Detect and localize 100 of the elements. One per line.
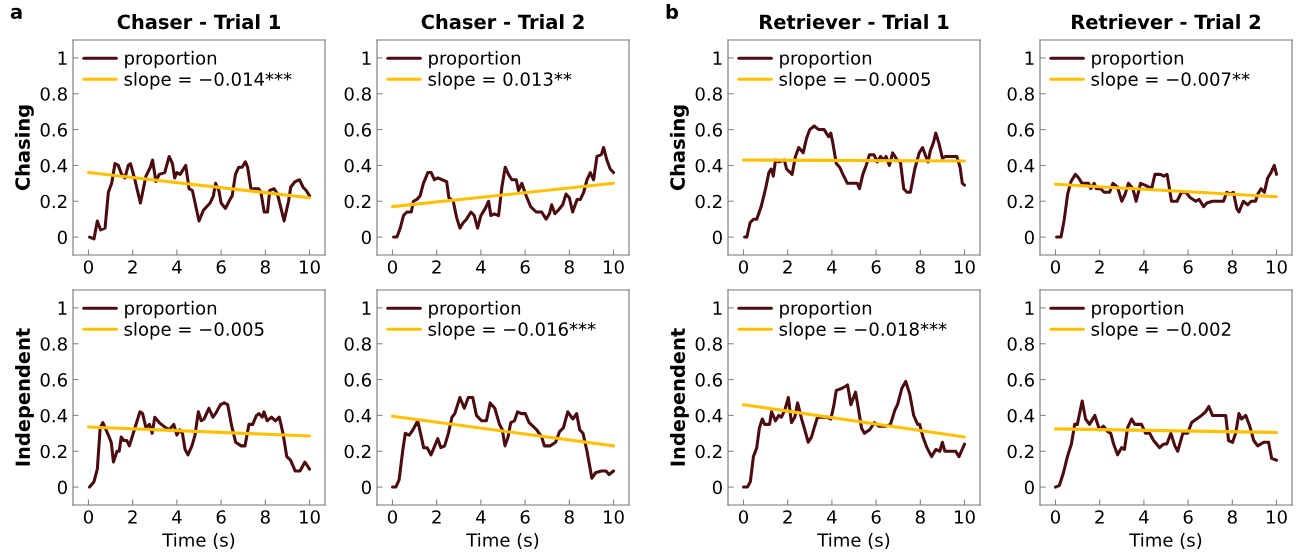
y-tick-label: 0.2 (695, 444, 722, 459)
x-tick-label: 6 (871, 260, 881, 274)
y-tick-label: 0.8 (40, 337, 67, 351)
x-tick-label: 10 (300, 510, 320, 524)
x-tick-label: 8 (1227, 510, 1237, 524)
y-tick-label: 0.6 (40, 123, 67, 137)
chart-title: Retriever - Trial 2 (1072, 14, 1261, 30)
x-tick-label: 10 (955, 260, 975, 274)
legend-label: proportion (780, 300, 872, 319)
legend-label: slope = −0.005 (124, 321, 264, 340)
y-tick-label: 0.4 (1007, 158, 1035, 173)
x-tick-label: 8 (915, 260, 925, 274)
x-tick-label: 8 (915, 510, 925, 524)
y-tick-label: 1 (362, 301, 371, 315)
x-tick-label: 6 (520, 260, 530, 274)
y-tick-label: 0.8 (40, 87, 67, 101)
x-tick-label: 0 (83, 260, 94, 274)
x-tick-label: 2 (1095, 260, 1104, 274)
legend-label: proportion (429, 300, 521, 319)
x-tick-label: 2 (783, 260, 792, 274)
x-axis-title: Time (s) (817, 532, 890, 549)
y-tick-label: 0.6 (344, 373, 371, 387)
y-tick-label: 0 (712, 480, 722, 495)
x-tick-label: 4 (1139, 510, 1149, 524)
y-tick-label: 0.4 (695, 158, 723, 173)
y-tick-label: 0.8 (1007, 337, 1034, 351)
y-tick-label: 0.2 (1007, 444, 1034, 459)
x-tick-label: 4 (827, 510, 837, 524)
chart-title: Retriever - Trial 1 (760, 14, 949, 30)
x-tick-label: 0 (1050, 510, 1061, 524)
line-series (741, 379, 967, 489)
y-tick-label: 1 (58, 301, 67, 315)
x-tick-label: 4 (172, 510, 182, 524)
x-tick-label: 6 (216, 510, 226, 524)
x-tick-label: 0 (387, 510, 398, 524)
legend-label: slope = −0.014*** (124, 71, 292, 90)
y-tick-label: 0.8 (695, 337, 722, 351)
y-tick-label: 0 (1024, 230, 1034, 245)
x-axis-title: Time (s) (466, 532, 539, 549)
x-tick-label: 2 (783, 510, 792, 524)
legend-label: proportion (1092, 300, 1184, 319)
x-tick-label: 2 (128, 260, 137, 274)
chart-title: Chaser - Trial 1 (117, 14, 280, 30)
x-tick-label: 4 (476, 260, 486, 274)
x-tick-label: 2 (1095, 510, 1104, 524)
y-axis-title: Chasing (669, 105, 689, 191)
x-tick-label: 10 (300, 260, 320, 274)
y-tick-label: 0.6 (344, 123, 371, 137)
x-tick-label: 0 (387, 260, 398, 274)
legend-label: slope = −0.0005 (779, 71, 930, 90)
y-tick-label: 0.4 (344, 408, 372, 423)
legend-label: slope = −0.002 (1091, 321, 1231, 340)
y-tick-label: 0.8 (1007, 87, 1034, 101)
x-tick-label: 6 (1183, 260, 1193, 274)
y-tick-label: 0.8 (344, 87, 371, 101)
y-tick-label: 0.4 (40, 408, 68, 423)
y-tick-label: 0.4 (344, 158, 372, 173)
x-tick-label: 8 (564, 510, 574, 524)
line-series (392, 145, 616, 239)
line-series (1053, 399, 1279, 489)
x-axis-title: Time (s) (162, 532, 235, 549)
y-tick-label: 0.2 (1007, 194, 1034, 209)
y-tick-label: 0.8 (344, 337, 371, 351)
line-series (88, 154, 312, 241)
y-axis-title: Chasing (14, 105, 34, 191)
chart-title: Chaser - Trial 2 (421, 14, 584, 30)
x-tick-label: 10 (604, 260, 624, 274)
x-tick-label: 6 (871, 510, 881, 524)
legend-label: proportion (1092, 50, 1184, 69)
legend-label: proportion (780, 50, 872, 69)
x-tick-label: 4 (476, 510, 486, 524)
x-tick-label: 4 (827, 260, 837, 274)
legend-label: proportion (125, 300, 217, 319)
x-tick-label: 8 (260, 260, 270, 274)
x-tick-label: 6 (216, 260, 226, 274)
y-tick-label: 0.4 (1007, 408, 1035, 423)
text: a (10, 7, 22, 20)
y-tick-label: 0 (361, 230, 371, 245)
y-tick-label: 0.6 (40, 373, 67, 387)
x-tick-label: 4 (1139, 260, 1149, 274)
line-series (743, 124, 967, 239)
y-tick-label: 1 (362, 51, 371, 65)
y-tick-label: 0.2 (344, 194, 371, 209)
y-tick-label: 0 (361, 480, 371, 495)
x-tick-label: 2 (432, 510, 441, 524)
legend-label: proportion (429, 50, 521, 69)
x-tick-label: 0 (738, 260, 749, 274)
legend-label: slope = −0.016*** (428, 321, 596, 340)
x-tick-label: 10 (604, 510, 624, 524)
y-tick-label: 0.8 (695, 87, 722, 101)
y-tick-label: 0.6 (695, 373, 722, 387)
y-tick-label: 1 (1025, 301, 1034, 315)
y-axis-title: Independent (670, 328, 689, 466)
x-axis-title: Time (s) (1129, 532, 1202, 549)
y-tick-label: 0 (1024, 480, 1034, 495)
y-tick-label: 1 (713, 301, 722, 315)
x-tick-label: 10 (955, 510, 975, 524)
y-tick-label: 0.4 (695, 408, 723, 423)
x-tick-label: 0 (738, 510, 749, 524)
x-tick-label: 0 (83, 510, 94, 524)
